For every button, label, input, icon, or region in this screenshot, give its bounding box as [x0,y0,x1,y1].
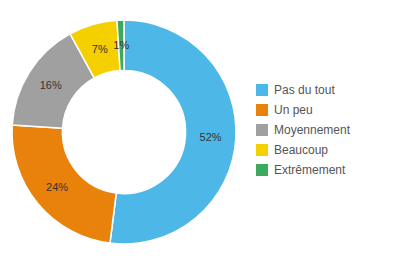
data-label: 52% [200,131,222,143]
legend-label: Pas du tout [274,83,335,97]
legend-item: Extrêmement [256,163,346,177]
legend-label: Moyennement [274,123,351,137]
slice [12,125,116,243]
data-labels: 52% 24% 16% 7% 1% [40,39,222,193]
data-label: 24% [46,181,68,193]
legend-swatch [256,84,268,96]
pie [12,20,236,244]
legend-label: Extrêmement [274,163,346,177]
chart: 52% 24% 16% 7% 1% Pas du tout Un peu Moyennemen… [0,0,400,264]
data-label: 1% [113,39,129,51]
data-label: 16% [40,79,62,91]
legend-swatch [256,144,268,156]
legend-swatch [256,104,268,116]
legend-item: Beaucoup [256,143,328,157]
legend-item: Un peu [256,103,313,117]
legend-item: Pas du tout [256,83,335,97]
legend: Pas du tout Un peu Moyennement Beaucoup Extr… [256,83,351,177]
legend-item: Moyennement [256,123,351,137]
data-label: 7% [92,43,108,55]
legend-label: Beaucoup [274,143,328,157]
legend-swatch [256,164,268,176]
slice [110,20,236,244]
legend-label: Un peu [274,103,313,117]
legend-swatch [256,124,268,136]
